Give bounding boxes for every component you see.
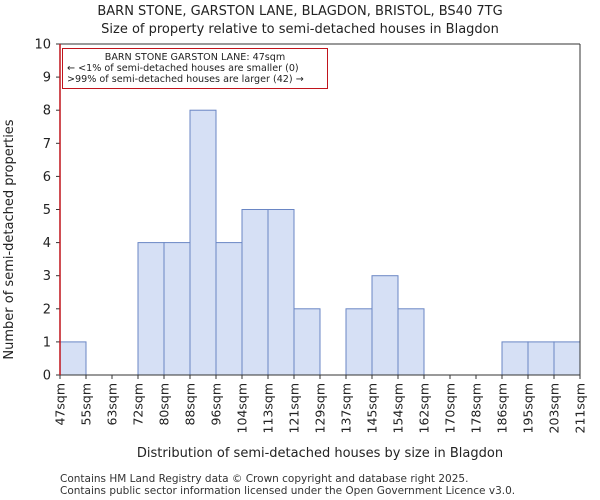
bar-104sqm [241,209,269,376]
x-tick-label-63sqm: 63sqm [105,383,120,426]
y-tick-label-9: 9 [43,71,51,86]
x-tick-label-88sqm: 88sqm [183,383,198,426]
bar-80sqm [163,242,191,376]
x-tick-label-137sqm: 137sqm [339,383,354,433]
y-tick-label-0: 0 [43,369,51,384]
x-tick-label-121sqm: 121sqm [287,383,302,433]
y-tick-label-7: 7 [43,137,51,152]
x-tick-label-154sqm: 154sqm [391,383,406,433]
bar-186sqm [501,341,529,376]
y-tick-label-6: 6 [43,170,51,185]
bar-88sqm [189,109,217,376]
x-tick-label-186sqm: 186sqm [495,383,510,433]
x-tick-label-211sqm: 211sqm [573,383,588,433]
annotation-larger: >99% of semi-detached houses are larger … [67,74,304,85]
x-tick-label-55sqm: 55sqm [79,383,94,426]
x-tick-label-170sqm: 170sqm [443,383,458,433]
chart-subtitle: Size of property relative to semi-detach… [101,22,499,37]
chart-title: BARN STONE, GARSTON LANE, BLAGDON, BRIST… [97,4,503,19]
x-tick-label-113sqm: 113sqm [261,383,276,433]
y-tick-label-2: 2 [43,302,51,317]
x-tick-label-96sqm: 96sqm [209,383,224,426]
y-tick-label-10: 10 [34,38,51,53]
bar-145sqm [371,275,399,376]
x-tick-label-72sqm: 72sqm [131,383,146,426]
x-axis-label: Distribution of semi-detached houses by … [137,446,503,461]
y-tick-label-4: 4 [43,236,51,251]
y-tick-label-8: 8 [43,104,51,119]
bar-113sqm [267,209,295,376]
x-tick-label-145sqm: 145sqm [365,383,380,433]
x-tick-label-203sqm: 203sqm [547,383,562,433]
bar-47sqm [59,341,87,376]
bar-195sqm [527,341,555,376]
bar-154sqm [397,308,425,376]
x-tick-label-162sqm: 162sqm [417,383,432,433]
x-tick-label-47sqm: 47sqm [53,383,68,426]
x-tick-label-178sqm: 178sqm [469,383,484,433]
y-tick-label-3: 3 [43,269,51,284]
footer-line-2: Contains public sector information licen… [60,485,516,497]
annotation-box: BARN STONE GARSTON LANE: 47sqm ← <1% of … [62,48,328,89]
bar-121sqm [293,308,321,376]
bar-96sqm [215,242,243,376]
y-tick-label-5: 5 [43,203,51,218]
y-axis-label: Number of semi-detached properties [2,119,17,359]
x-tick-label-129sqm: 129sqm [313,383,328,433]
annotation-smaller: ← <1% of semi-detached houses are smalle… [67,63,299,74]
annotation-title: BARN STONE GARSTON LANE: 47sqm [104,52,286,63]
x-tick-label-195sqm: 195sqm [521,383,536,433]
bar-137sqm [345,308,373,376]
y-tick-label-1: 1 [43,335,51,350]
footer-line-1: Contains HM Land Registry data © Crown c… [60,473,469,485]
x-tick-label-104sqm: 104sqm [235,383,250,433]
bar-72sqm [137,242,165,376]
x-tick-label-80sqm: 80sqm [157,383,172,426]
bar-203sqm [553,341,581,376]
